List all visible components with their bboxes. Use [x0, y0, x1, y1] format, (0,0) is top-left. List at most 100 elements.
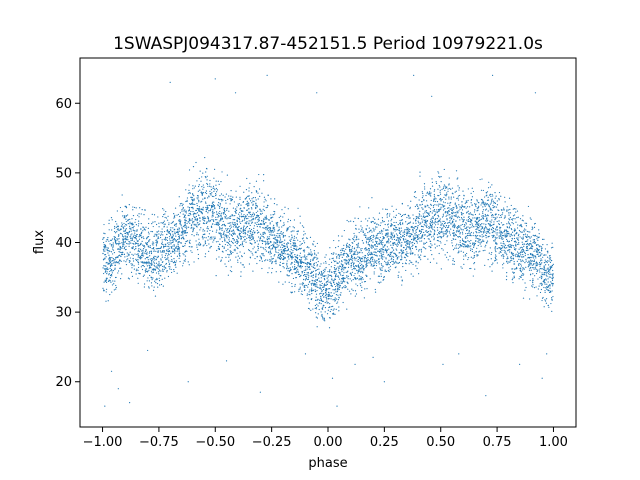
data-point	[125, 223, 127, 226]
data-point	[468, 232, 470, 234]
data-point	[452, 263, 454, 265]
data-point	[440, 197, 442, 200]
data-point	[178, 251, 180, 253]
data-point	[444, 202, 446, 204]
data-point	[398, 262, 400, 264]
data-point	[107, 239, 109, 241]
data-point	[361, 286, 363, 288]
data-point	[237, 228, 239, 230]
data-point	[312, 266, 315, 268]
data-point	[146, 241, 149, 244]
data-point	[346, 256, 348, 258]
data-point	[281, 254, 284, 256]
data-point	[283, 212, 285, 215]
data-point	[270, 260, 272, 262]
data-point	[331, 257, 333, 260]
data-point	[112, 246, 114, 248]
data-point	[199, 243, 202, 245]
data-point	[143, 286, 145, 288]
data-point	[429, 261, 432, 263]
data-point	[113, 227, 116, 229]
data-point	[350, 249, 353, 251]
data-point	[364, 257, 366, 259]
data-point	[303, 249, 306, 251]
data-point	[342, 276, 344, 279]
data-point	[386, 208, 388, 211]
data-point	[361, 267, 363, 269]
data-point	[174, 238, 176, 241]
data-point	[192, 213, 194, 215]
data-point	[390, 252, 393, 254]
data-point	[254, 196, 256, 199]
data-point	[357, 217, 359, 220]
data-point	[223, 232, 225, 234]
data-point	[461, 209, 464, 211]
data-point	[304, 275, 307, 277]
data-point	[405, 238, 407, 240]
data-point	[470, 221, 472, 223]
data-point	[376, 226, 378, 228]
data-point	[431, 225, 433, 227]
data-point	[339, 282, 341, 284]
data-point	[406, 251, 408, 253]
data-point	[178, 249, 180, 251]
data-point	[147, 231, 150, 233]
data-point	[126, 231, 128, 234]
data-point	[369, 261, 372, 263]
data-point	[291, 291, 293, 293]
data-point	[191, 196, 193, 198]
data-point	[154, 280, 156, 282]
data-point	[326, 313, 329, 315]
data-point	[185, 189, 187, 191]
data-point	[314, 252, 316, 254]
data-point	[202, 245, 204, 247]
data-point	[236, 219, 238, 221]
data-point	[115, 242, 117, 244]
data-point	[137, 261, 139, 263]
data-point	[273, 202, 276, 205]
data-point	[449, 255, 451, 257]
data-point	[309, 268, 311, 271]
data-point	[181, 210, 183, 212]
data-point	[375, 235, 377, 237]
data-point	[107, 300, 109, 302]
data-point	[321, 294, 324, 297]
data-point	[294, 283, 296, 286]
data-point	[223, 212, 226, 214]
data-point	[349, 252, 351, 254]
data-point	[334, 300, 336, 302]
data-point	[386, 264, 388, 266]
data-point	[404, 257, 406, 259]
data-point	[390, 255, 392, 257]
data-point	[137, 277, 139, 279]
data-point	[293, 242, 296, 244]
data-point	[204, 240, 206, 242]
data-point	[159, 284, 161, 286]
data-point	[367, 231, 369, 234]
data-point	[226, 209, 228, 211]
data-point	[272, 227, 274, 230]
data-point	[253, 225, 256, 227]
data-point	[408, 215, 410, 217]
data-point	[420, 225, 423, 227]
data-point	[121, 247, 123, 249]
data-point	[442, 201, 445, 203]
data-point	[172, 221, 174, 224]
data-point	[455, 234, 457, 236]
data-point	[286, 243, 288, 245]
data-point	[252, 230, 255, 232]
data-point	[192, 166, 195, 168]
data-point	[389, 265, 392, 267]
data-point	[251, 202, 253, 204]
data-point	[415, 231, 417, 234]
data-point	[168, 236, 171, 238]
data-point	[451, 212, 453, 214]
data-point	[361, 252, 363, 254]
data-point	[235, 226, 237, 228]
data-point	[299, 222, 301, 224]
data-point	[258, 217, 260, 219]
data-point	[351, 259, 353, 261]
data-point	[368, 217, 370, 219]
data-point	[253, 214, 255, 216]
data-point	[432, 217, 434, 219]
